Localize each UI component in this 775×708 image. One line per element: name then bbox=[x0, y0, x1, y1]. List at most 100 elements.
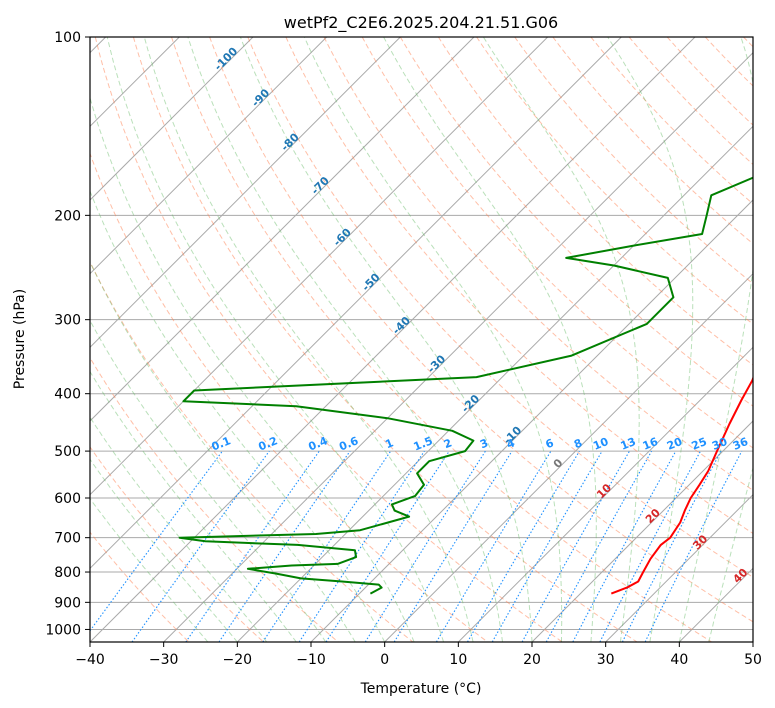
dewpoint-line bbox=[178, 176, 753, 595]
isotherm-line bbox=[90, 37, 549, 496]
y-tick-label: 400 bbox=[54, 387, 81, 403]
isotherm-line bbox=[90, 37, 328, 275]
moist-adiabat-line bbox=[90, 319, 327, 642]
x-tick-label: 50 bbox=[744, 652, 762, 668]
x-tick-label: −20 bbox=[223, 652, 253, 668]
mixing-ratio-line bbox=[185, 450, 320, 642]
isotherm-line bbox=[90, 37, 401, 349]
y-tick-label: 900 bbox=[54, 595, 81, 611]
mixing-ratio-line bbox=[218, 450, 351, 642]
moist-adiabat-line bbox=[678, 37, 753, 642]
isotherm-line bbox=[457, 346, 753, 642]
moist-adiabat-line bbox=[239, 37, 533, 642]
mixing-ratio-line bbox=[364, 450, 486, 642]
moist-adiabat-line bbox=[143, 37, 474, 642]
temperature-line bbox=[610, 375, 753, 595]
y-tick-label: 200 bbox=[54, 208, 81, 224]
isotherm-line bbox=[163, 51, 753, 642]
y-tick-label: 500 bbox=[54, 444, 81, 460]
mixing-ratio-label: 1 bbox=[383, 436, 395, 451]
mixing-ratio-label: 3 bbox=[478, 436, 490, 451]
dry-adiabat-line bbox=[437, 37, 753, 366]
dry-adiabat-line bbox=[285, 37, 753, 535]
y-tick-label: 800 bbox=[54, 565, 81, 581]
mixing-ratio-line bbox=[621, 450, 722, 642]
x-tick-label: 0 bbox=[380, 652, 389, 668]
isotherm-line bbox=[531, 420, 753, 642]
mixing-ratio-label: 10 bbox=[591, 435, 610, 453]
x-tick-label: −10 bbox=[296, 652, 326, 668]
moist-adiabat-line bbox=[106, 37, 445, 642]
isotherm-line bbox=[90, 37, 622, 570]
isotherm-line bbox=[605, 493, 753, 642]
mixing-ratio-label: 13 bbox=[619, 435, 638, 453]
dry-adiabat-line bbox=[323, 37, 753, 491]
y-axis-label: Pressure (hPa) bbox=[12, 289, 28, 389]
mixing-ratio-line bbox=[325, 450, 450, 642]
mixing-ratio-line bbox=[644, 450, 743, 642]
mixing-ratio-line bbox=[435, 450, 552, 642]
dry-adiabat-line bbox=[90, 446, 264, 642]
y-tick-label: 100 bbox=[54, 30, 81, 46]
mixing-ratio-line bbox=[572, 450, 677, 642]
mixing-ratio-label: 36 bbox=[731, 435, 750, 453]
profile-series bbox=[178, 176, 753, 595]
x-axis-label: Temperature (°C) bbox=[360, 681, 482, 697]
mixing-ratio-line bbox=[599, 450, 701, 642]
mixing-ratio-line bbox=[545, 450, 653, 642]
dry-adiabat-line bbox=[552, 37, 753, 245]
moist-adiabat-line bbox=[383, 37, 597, 642]
mixing-ratio-label: 16 bbox=[641, 435, 660, 453]
plot-frame bbox=[89, 36, 754, 643]
moist-adiabat-line bbox=[708, 466, 753, 642]
dry-adiabat-line bbox=[399, 37, 753, 407]
dry-adiabat-line bbox=[132, 37, 638, 642]
mixing-ratio-label: 20 bbox=[665, 435, 684, 453]
moist-adiabat-line bbox=[482, 37, 640, 642]
y-tick-label: 700 bbox=[54, 531, 81, 547]
x-tick-label: −40 bbox=[75, 652, 105, 668]
moist-adiabat-line bbox=[90, 416, 268, 642]
isotherm-line bbox=[236, 125, 753, 642]
x-axis-ticks: −40 −30 −20 −10 0 10 20 30 40 50 bbox=[75, 642, 762, 668]
mixing-ratio-line bbox=[298, 450, 425, 642]
dry-adiabat-line bbox=[361, 37, 753, 449]
mixing-ratio-line bbox=[131, 450, 270, 642]
dry-adiabat-line bbox=[90, 260, 414, 642]
mixing-ratio-line bbox=[393, 450, 513, 642]
y-tick-label: 600 bbox=[54, 491, 81, 507]
mixing-ratio-label: 30 bbox=[710, 435, 729, 453]
mixing-ratio-line bbox=[262, 450, 392, 642]
y-tick-label: 300 bbox=[54, 313, 81, 329]
mixing-ratio-label: 8 bbox=[572, 436, 584, 451]
x-tick-label: 30 bbox=[597, 652, 615, 668]
chart-title: wetPf2_C2E6.2025.204.21.51.G06 bbox=[284, 13, 558, 33]
dry-adiabat-line bbox=[171, 37, 712, 642]
moist-adiabat-line bbox=[303, 37, 563, 642]
moist-adiabat-line bbox=[90, 458, 238, 642]
moist-adiabat-line bbox=[187, 37, 503, 642]
mixing-ratio-line bbox=[521, 450, 630, 642]
isotherm-line bbox=[384, 272, 753, 642]
isotherm-line bbox=[90, 37, 254, 201]
isotherm-line bbox=[90, 37, 475, 422]
x-tick-label: 40 bbox=[670, 652, 688, 668]
dry-adiabat-line bbox=[94, 37, 563, 642]
isotherm-line bbox=[90, 37, 696, 642]
dry-adiabat-line bbox=[209, 37, 753, 623]
dry-adiabat-line bbox=[247, 37, 753, 578]
x-tick-label: 10 bbox=[449, 652, 467, 668]
x-tick-label: 20 bbox=[523, 652, 541, 668]
y-axis-ticks: 100 200 300 400 500 600 700 800 900 1000 bbox=[45, 30, 90, 638]
dry-adiabat-line bbox=[514, 37, 753, 285]
moist-adiabat-line bbox=[90, 260, 356, 642]
mixing-ratio-label: 25 bbox=[690, 435, 709, 453]
mixing-ratio-label: 2 bbox=[442, 436, 454, 451]
moist-adiabat-line bbox=[607, 37, 694, 642]
dry-adiabat-line bbox=[628, 37, 753, 166]
mixing-ratio-line bbox=[90, 450, 223, 632]
y-tick-label: 1000 bbox=[45, 622, 81, 638]
x-tick-label: −30 bbox=[149, 652, 179, 668]
moist-adiabat-line bbox=[90, 189, 386, 642]
